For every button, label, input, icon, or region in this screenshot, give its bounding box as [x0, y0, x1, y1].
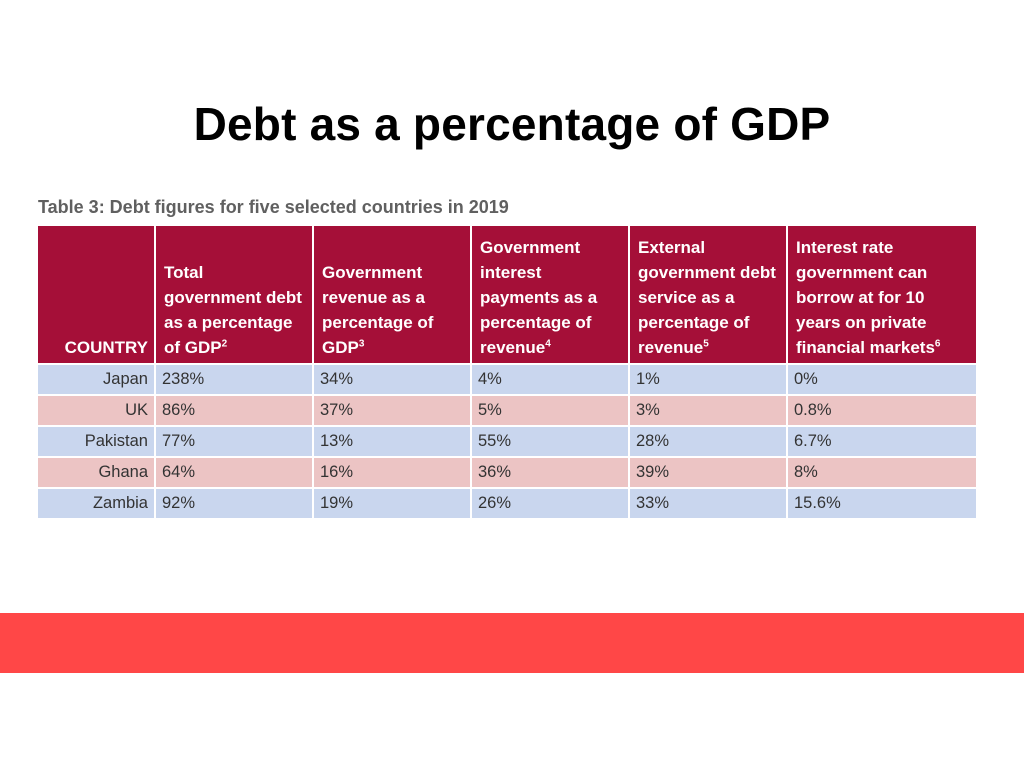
slide-title: Debt as a percentage of GDP	[193, 98, 831, 150]
revenue-cell: 37%	[314, 396, 472, 427]
external-debt-service-cell: 3%	[630, 396, 788, 427]
column-header-country: COUNTRY	[38, 226, 156, 365]
table-row-pakistan: Pakistan 77% 13% 55% 28% 6.7%	[38, 427, 976, 458]
interest-rate-cell: 0%	[788, 365, 976, 396]
revenue-cell: 16%	[314, 458, 472, 489]
column-header-external-debt-service: External government debt service as a pe…	[630, 226, 788, 365]
table-caption: Table 3: Debt figures for five selected …	[38, 197, 509, 217]
total-debt-cell: 64%	[156, 458, 314, 489]
total-debt-cell: 238%	[156, 365, 314, 396]
revenue-cell: 19%	[314, 489, 472, 520]
country-cell: UK	[38, 396, 156, 427]
table-row-uk: UK 86% 37% 5% 3% 0.8%	[38, 396, 976, 427]
interest-payments-cell: 55%	[472, 427, 630, 458]
column-header-interest-payments: Government interest payments as a percen…	[472, 226, 630, 365]
interest-payments-cell: 5%	[472, 396, 630, 427]
interest-payments-cell: 26%	[472, 489, 630, 520]
interest-rate-cell: 6.7%	[788, 427, 976, 458]
decorative-band	[0, 613, 1024, 673]
revenue-cell: 34%	[314, 365, 472, 396]
table-header-row: COUNTRY Total government debt as a perce…	[38, 226, 976, 365]
column-header-revenue: Government revenue as a percentage of GD…	[314, 226, 472, 365]
column-header-interest-rate: Interest rate government can borrow at f…	[788, 226, 976, 365]
interest-rate-cell: 8%	[788, 458, 976, 489]
footnote-marker: 5	[703, 338, 709, 350]
footnote-marker: 4	[545, 338, 551, 350]
column-header-label: Interest rate government can borrow at f…	[796, 238, 935, 357]
column-header-label: Government interest payments as a percen…	[480, 238, 598, 357]
debt-table: COUNTRY Total government debt as a perce…	[38, 226, 976, 520]
total-debt-cell: 92%	[156, 489, 314, 520]
footnote-marker: 3	[358, 338, 365, 350]
footnote-marker: 2	[221, 338, 228, 350]
column-header-label: Total government debt as a percentage of…	[164, 263, 302, 357]
external-debt-service-cell: 33%	[630, 489, 788, 520]
footnote-marker: 6	[934, 338, 941, 350]
column-header-label: COUNTRY	[64, 338, 148, 357]
external-debt-service-cell: 39%	[630, 458, 788, 489]
external-debt-service-cell: 1%	[630, 365, 788, 396]
column-header-total-debt: Total government debt as a percentage of…	[156, 226, 314, 365]
total-debt-cell: 86%	[156, 396, 314, 427]
interest-rate-cell: 15.6%	[788, 489, 976, 520]
country-cell: Pakistan	[38, 427, 156, 458]
country-cell: Japan	[38, 365, 156, 396]
interest-rate-cell: 0.8%	[788, 396, 976, 427]
country-cell: Ghana	[38, 458, 156, 489]
total-debt-cell: 77%	[156, 427, 314, 458]
column-header-label: External government debt service as a pe…	[638, 238, 776, 357]
column-header-label: Government revenue as a percentage of GD…	[322, 263, 434, 357]
interest-payments-cell: 4%	[472, 365, 630, 396]
table-row-japan: Japan 238% 34% 4% 1% 0%	[38, 365, 976, 396]
table-row-zambia: Zambia 92% 19% 26% 33% 15.6%	[38, 489, 976, 520]
country-cell: Zambia	[38, 489, 156, 520]
table-row-ghana: Ghana 64% 16% 36% 39% 8%	[38, 458, 976, 489]
revenue-cell: 13%	[314, 427, 472, 458]
interest-payments-cell: 36%	[472, 458, 630, 489]
external-debt-service-cell: 28%	[630, 427, 788, 458]
